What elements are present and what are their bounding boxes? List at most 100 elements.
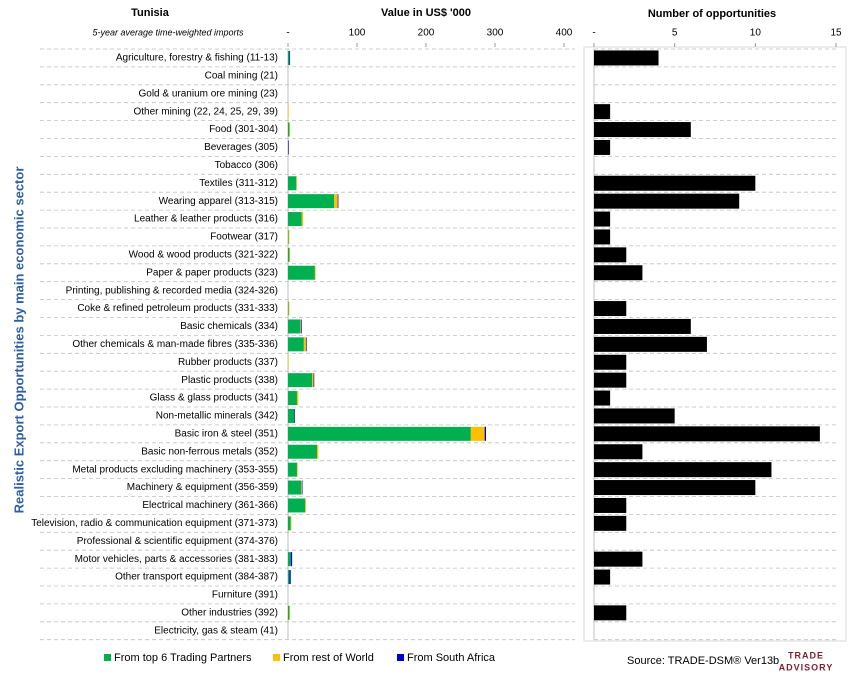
category-label: Other mining (22, 24, 25, 29, 39) [133, 106, 278, 117]
x-tick-label: 15 [830, 28, 842, 39]
category-label: Non-metallic minerals (342) [156, 411, 278, 422]
category-label: Coal mining (21) [205, 70, 278, 81]
category-label: Wood & wood products (321-322) [129, 249, 278, 260]
x-tick-label: 10 [750, 28, 762, 39]
category-label: Printing, publishing & recorded media (3… [66, 285, 278, 296]
bar-segment [301, 480, 302, 495]
logo: ADVISORY [779, 662, 834, 672]
bar [594, 390, 611, 406]
bar-segment [288, 319, 301, 334]
category-label: Food (301-304) [209, 124, 278, 135]
bar-segment [288, 140, 289, 155]
category-label: Furniture (391) [212, 590, 278, 601]
category-label: Professional & scientific equipment (374… [77, 536, 278, 547]
bar-segment [289, 50, 291, 65]
x-tick-label: - [592, 28, 595, 39]
bar-segment [288, 552, 291, 567]
bar [594, 193, 740, 209]
bar-segment [288, 408, 295, 423]
count-axis-title: Number of opportunities [648, 8, 776, 20]
bar-segment [288, 265, 315, 280]
value-axis-title: Value in US$ '000 [381, 7, 471, 19]
legend-swatch [273, 654, 280, 661]
x-tick-label: 100 [349, 28, 366, 39]
bar-segment [301, 480, 303, 495]
bar-segment [301, 212, 304, 227]
bar-segment [288, 516, 291, 531]
bar-segment [290, 552, 293, 567]
x-tick-label: 300 [487, 28, 504, 39]
bar [594, 211, 611, 227]
bar [594, 497, 627, 513]
bar-segment [301, 319, 302, 334]
bar-segment [288, 229, 290, 244]
bar [594, 372, 627, 388]
category-label: Other chemicals & man-made fibres (335-3… [72, 339, 278, 350]
bar [594, 444, 643, 460]
bar [594, 462, 772, 478]
category-label: Electrical machinery (361-366) [142, 500, 278, 511]
bar-segment [314, 265, 316, 280]
category-label: Tobacco (306) [215, 160, 278, 171]
bar-segment [288, 444, 317, 459]
category-label: Coke & refined petroleum products (331-3… [77, 303, 278, 314]
bar [594, 175, 756, 191]
bar-segment [288, 462, 297, 477]
category-label: Other industries (392) [181, 607, 278, 618]
bar-segment [288, 480, 302, 495]
bar [594, 265, 643, 281]
bar [594, 122, 691, 138]
bar-segment [288, 301, 290, 316]
bar-segment [484, 426, 487, 441]
logo: TRADE [788, 650, 824, 660]
category-label: Television, radio & communication equipm… [31, 518, 278, 529]
bar-segment [334, 194, 338, 209]
bar-segment [296, 176, 297, 191]
category-label: Footwear (317) [210, 232, 278, 243]
x-tick-label: 5 [672, 28, 678, 39]
y-axis-title: Realistic Export Opportunities by main e… [11, 167, 26, 514]
bar [594, 336, 707, 352]
bar [594, 318, 691, 334]
bar-segment [289, 605, 291, 620]
legend-label: From rest of World [283, 652, 374, 664]
bar-segment [288, 426, 471, 441]
category-label: Rubber products (337) [178, 357, 278, 368]
bar-segment [470, 426, 485, 441]
bar-segment [288, 301, 289, 316]
category-label: Paper & paper products (323) [146, 267, 278, 278]
bar-segment [289, 122, 291, 137]
bar-segment [305, 498, 306, 513]
bar [594, 104, 611, 120]
x-tick-label: - [286, 28, 289, 39]
bar-segment [316, 444, 319, 459]
category-label: Leather & leather products (316) [134, 214, 278, 225]
source: Source: TRADE-DSM® Ver13b [627, 655, 779, 667]
bar-segment [288, 373, 313, 388]
bar-segment [288, 391, 297, 406]
bar-segment [288, 122, 290, 137]
category-label: Plastic products (338) [181, 375, 278, 386]
bar [594, 426, 820, 442]
bar [594, 551, 643, 567]
bar-segment [288, 337, 304, 352]
bar [594, 229, 611, 245]
bar-segment [288, 229, 289, 244]
bar [594, 354, 627, 370]
bar [594, 50, 659, 66]
x-tick-label: 200 [418, 28, 435, 39]
bar-segment [296, 462, 298, 477]
bar [594, 301, 627, 317]
bar-segment [337, 194, 339, 209]
bar-segment [305, 337, 307, 352]
bar-segment [288, 570, 290, 585]
category-label: Basic chemicals (334) [180, 321, 278, 332]
category-label: Motor vehicles, parts & accessories (381… [75, 554, 278, 565]
bar [594, 605, 627, 621]
bar [594, 515, 627, 531]
bar-segment [288, 355, 289, 370]
legend-label: From South Africa [407, 652, 496, 664]
x-tick-label: 400 [556, 28, 573, 39]
category-label: Beverages (305) [204, 142, 278, 153]
category-label: Agriculture, forestry & fishing (11-13) [116, 53, 278, 64]
